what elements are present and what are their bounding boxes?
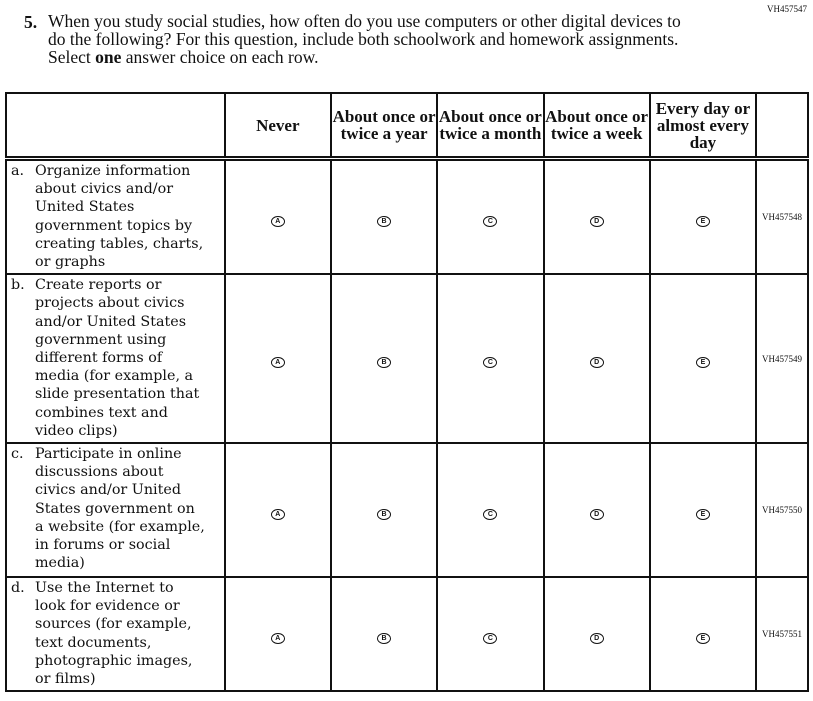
- column-header: Never: [223, 92, 332, 160]
- header-id-blank: [755, 92, 809, 160]
- answer-bubble-a[interactable]: A: [270, 632, 285, 644]
- row-label: b. Create reports or projects about civic…: [5, 273, 226, 445]
- row-text: Use the Internet to look for evidence or…: [35, 580, 193, 688]
- row-text: Create reports or projects about civics …: [35, 277, 200, 439]
- row-label: c. Participate in online discussions abou…: [5, 442, 226, 579]
- question-text: When you study social studies, how often…: [48, 12, 698, 66]
- row-id: VH457549: [755, 273, 809, 445]
- answer-bubble-c[interactable]: C: [483, 215, 498, 227]
- question-number: 5.: [24, 12, 38, 32]
- option-cell: E: [648, 157, 758, 276]
- option-cell: D: [542, 273, 651, 445]
- answer-bubble-a[interactable]: A: [270, 215, 285, 227]
- column-header: About once or twice a week: [542, 92, 651, 160]
- answer-bubble-d[interactable]: D: [589, 215, 604, 227]
- option-cell: D: [542, 442, 651, 579]
- option-cell: A: [223, 157, 332, 276]
- option-cell: B: [329, 576, 439, 693]
- option-cell: E: [648, 442, 758, 579]
- column-header: Every day or almost every day: [648, 92, 758, 160]
- row-label: a. Organize information about civics and/…: [5, 157, 226, 276]
- row-letter: c.: [11, 446, 24, 463]
- answer-bubble-d[interactable]: D: [589, 632, 604, 644]
- table-row: a. Organize information about civics and/…: [5, 157, 809, 276]
- column-header: About once or twice a year: [329, 92, 439, 160]
- question-emphasis: one: [95, 47, 122, 67]
- option-cell: A: [223, 442, 332, 579]
- row-text: Participate in online discussions about …: [35, 446, 205, 572]
- answer-bubble-b[interactable]: B: [377, 215, 392, 227]
- option-cell: E: [648, 576, 758, 693]
- option-cell: B: [329, 157, 439, 276]
- answer-bubble-c[interactable]: C: [483, 508, 498, 520]
- row-id: VH457551: [755, 576, 809, 693]
- answer-bubble-d[interactable]: D: [589, 508, 604, 520]
- table-row: c. Participate in online discussions abou…: [5, 442, 809, 579]
- option-cell: C: [436, 442, 545, 579]
- row-letter: d.: [11, 580, 25, 597]
- answer-bubble-c[interactable]: C: [483, 357, 498, 369]
- question-text-part: When you study social studies, how often…: [48, 11, 681, 67]
- row-label: d. Use the Internet to look for evidence …: [5, 576, 226, 693]
- question-id: VH457547: [767, 4, 807, 14]
- option-cell: D: [542, 157, 651, 276]
- answer-bubble-a[interactable]: A: [270, 357, 285, 369]
- option-cell: B: [329, 442, 439, 579]
- answer-bubble-c[interactable]: C: [483, 632, 498, 644]
- answer-bubble-b[interactable]: B: [377, 508, 392, 520]
- option-cell: C: [436, 157, 545, 276]
- question-text-part: answer choice on each row.: [121, 47, 319, 67]
- column-header: About once or twice a month: [436, 92, 545, 160]
- answer-bubble-e[interactable]: E: [695, 508, 710, 520]
- answer-bubble-b[interactable]: B: [377, 357, 392, 369]
- row-letter: b.: [11, 277, 25, 294]
- table-row: d. Use the Internet to look for evidence …: [5, 576, 809, 693]
- option-cell: C: [436, 273, 545, 445]
- option-cell: A: [223, 576, 332, 693]
- option-cell: E: [648, 273, 758, 445]
- option-cell: B: [329, 273, 439, 445]
- row-letter: a.: [11, 163, 25, 179]
- answer-bubble-e[interactable]: E: [695, 357, 710, 369]
- answer-bubble-a[interactable]: A: [270, 508, 285, 520]
- answer-bubble-d[interactable]: D: [589, 357, 604, 369]
- option-cell: A: [223, 273, 332, 445]
- answer-bubble-e[interactable]: E: [695, 632, 710, 644]
- answer-bubble-e[interactable]: E: [695, 215, 710, 227]
- header-blank: [5, 92, 226, 160]
- option-cell: C: [436, 576, 545, 693]
- response-grid: Never About once or twice a year About o…: [5, 92, 809, 693]
- answer-bubble-b[interactable]: B: [377, 632, 392, 644]
- table-row: b. Create reports or projects about civic…: [5, 273, 809, 445]
- row-id: VH457548: [755, 157, 809, 276]
- row-id: VH457550: [755, 442, 809, 579]
- option-cell: D: [542, 576, 651, 693]
- row-text: Organize information about civics and/or…: [35, 163, 204, 271]
